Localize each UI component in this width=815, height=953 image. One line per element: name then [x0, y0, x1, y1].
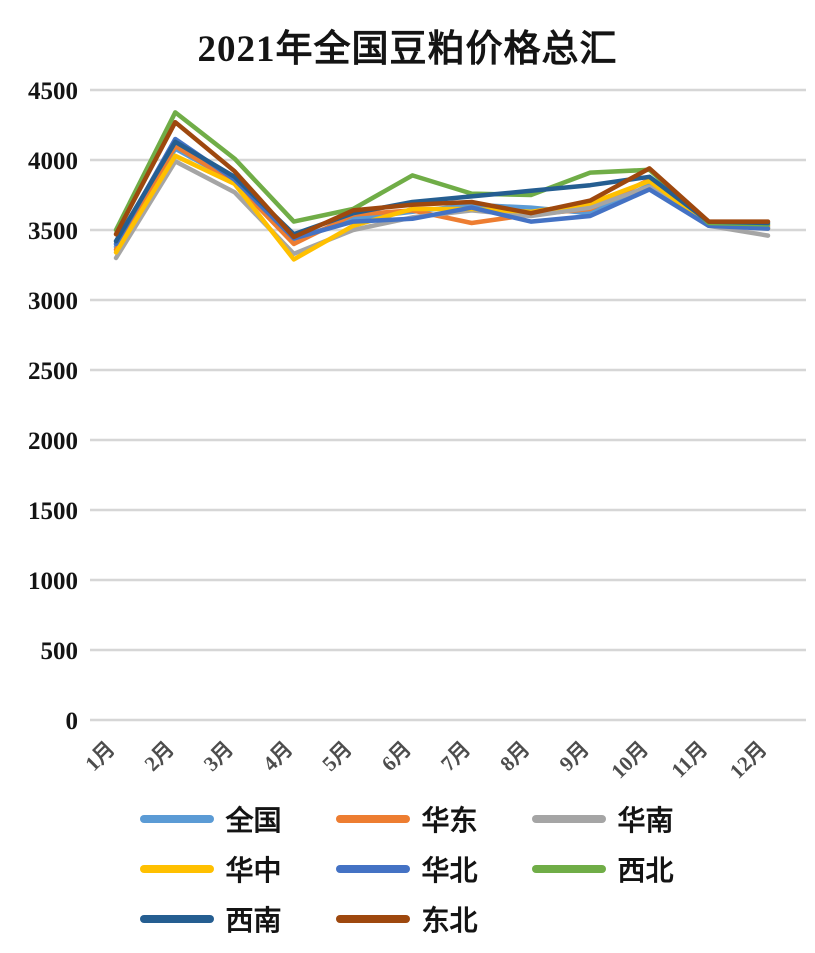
y-axis-tick-label: 1000: [28, 568, 78, 595]
chart-title: 2021年全国豆粕价格总汇: [197, 29, 618, 70]
y-axis-tick-label: 1500: [28, 498, 78, 525]
series-line-华中: [113, 153, 771, 262]
y-axis-tick-label: 4500: [28, 78, 78, 105]
legend-line-swatch: [335, 815, 410, 823]
x-axis-tick-label: 11月: [666, 737, 712, 783]
y-axis-tick-label: 2000: [28, 428, 78, 455]
legend-item-华北: 华北: [335, 849, 532, 889]
series-line-西南: [113, 139, 771, 244]
x-axis-tick-label: 8月: [495, 737, 534, 776]
x-axis-tick-label: 6月: [377, 737, 416, 776]
line-chart-plot-area: 0 500 1000 1500 2000 2500 3000 3500 4000 4500 1月 2月…: [28, 78, 806, 784]
legend-line-swatch: [139, 815, 214, 823]
legend-label: 华东: [421, 806, 478, 837]
x-axis-tick-label: 12月: [725, 737, 772, 784]
chart-legend: 全国 华东 华南华中 华北 西北西南 东北: [139, 799, 728, 939]
x-axis-tick-label: 9月: [554, 737, 593, 776]
legend-item-西北: 西北: [531, 849, 728, 889]
series-line-东北: [113, 119, 771, 240]
legend-item-东北: 东北: [335, 899, 532, 939]
y-axis-tick-label: 3000: [28, 288, 78, 315]
legend-item-全国: 全国: [139, 799, 336, 839]
legend-label: 华北: [421, 856, 478, 887]
x-axis-tick-label: 2月: [140, 737, 179, 776]
legend-item-西南: 西南: [139, 899, 336, 939]
legend-line-swatch: [335, 915, 410, 923]
x-axis-tick-label: 7月: [436, 737, 475, 776]
legend-line-swatch: [139, 865, 214, 873]
legend-label: 西南: [225, 906, 282, 937]
x-axis-tick-label: 3月: [199, 737, 238, 776]
legend-label: 全国: [225, 806, 282, 837]
legend-label: 华南: [617, 806, 674, 837]
legend-line-swatch: [531, 865, 606, 873]
legend-label: 西北: [617, 856, 674, 887]
legend-item-华中: 华中: [139, 849, 336, 889]
y-axis-tick-label: 3500: [28, 218, 78, 245]
y-axis-tick-label: 0: [66, 708, 79, 735]
legend-line-swatch: [531, 815, 606, 823]
x-axis-tick-label: 5月: [317, 737, 356, 776]
y-axis-tick-label: 4000: [28, 148, 78, 175]
legend-line-swatch: [139, 915, 214, 923]
legend-item-华东: 华东: [335, 799, 532, 839]
legend-label: 东北: [421, 906, 478, 937]
y-axis-tick-label: 2500: [28, 358, 78, 385]
x-axis-tick-label: 10月: [606, 737, 653, 784]
legend-line-swatch: [335, 865, 410, 873]
legend-label: 华中: [225, 856, 282, 887]
y-axis-tick-label: 500: [41, 638, 79, 665]
x-axis-tick-label: 4月: [258, 737, 297, 776]
legend-item-华南: 华南: [531, 799, 728, 839]
x-axis-tick-label: 1月: [80, 737, 119, 776]
